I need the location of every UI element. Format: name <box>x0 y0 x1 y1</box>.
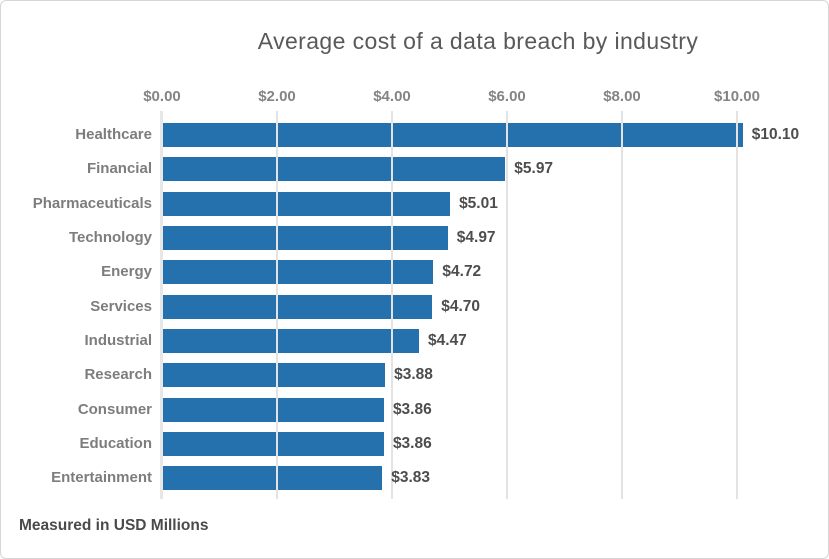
value-label: $3.83 <box>391 469 431 487</box>
y-axis-line <box>160 111 163 499</box>
category-label: Healthcare <box>75 126 152 143</box>
category-label: Services <box>90 297 152 315</box>
value-label: $3.86 <box>392 434 432 452</box>
category-label: Research <box>84 366 152 384</box>
value-label: $4.72 <box>442 263 482 281</box>
gridline <box>506 111 508 499</box>
bar <box>162 431 384 456</box>
category-label: Energy <box>101 263 152 281</box>
bar <box>162 397 384 422</box>
x-axis-tick-label: $6.00 <box>488 88 526 105</box>
gridline <box>736 111 738 499</box>
gridline <box>276 111 278 499</box>
bar <box>162 260 434 285</box>
chart-footnote: Measured in USD Millions <box>19 517 209 534</box>
value-label: $5.01 <box>459 194 498 212</box>
bar <box>162 123 743 147</box>
value-label: $3.86 <box>392 400 432 418</box>
value-label: $10.10 <box>751 126 800 143</box>
bar <box>162 191 451 216</box>
bar <box>162 294 433 319</box>
x-axis-tick-label: $4.00 <box>373 88 411 105</box>
chart-title: Average cost of a data breach by industr… <box>257 28 699 54</box>
category-label: Consumer <box>77 400 152 418</box>
x-axis-tick-label: $2.00 <box>258 88 296 105</box>
value-label: $4.70 <box>441 297 481 315</box>
value-label: $4.47 <box>428 331 467 349</box>
value-label: $5.97 <box>514 160 554 178</box>
category-label: Entertainment <box>51 469 152 487</box>
value-label: $3.88 <box>394 366 433 384</box>
gridline <box>621 111 623 499</box>
category-label: Education <box>79 434 152 452</box>
bar <box>162 363 386 388</box>
gridline <box>391 111 393 499</box>
x-axis-tick-label: $0.00 <box>143 88 181 105</box>
category-label: Industrial <box>84 331 152 349</box>
bar <box>162 157 506 182</box>
x-axis-tick-label: $10.00 <box>714 88 760 105</box>
category-label: Financial <box>86 160 152 178</box>
x-axis-tick-label: $8.00 <box>603 88 641 105</box>
bar <box>162 225 448 250</box>
bar <box>162 328 420 353</box>
category-label: Technology <box>68 228 152 246</box>
category-label: Pharmaceuticals <box>32 194 152 212</box>
bar <box>162 466 383 491</box>
value-label: $4.97 <box>456 228 496 246</box>
